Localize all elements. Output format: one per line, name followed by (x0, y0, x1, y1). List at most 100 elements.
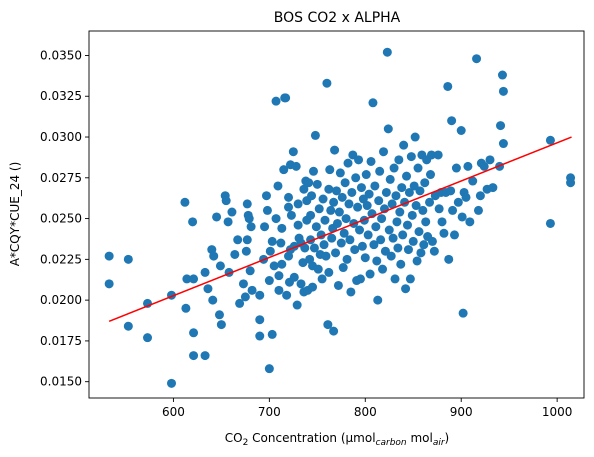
data-point (475, 191, 485, 201)
data-point (446, 186, 456, 196)
data-point (369, 240, 379, 250)
data-point (402, 220, 412, 230)
regression-line (108, 136, 572, 323)
y-tick-label: 0.0300 (40, 130, 82, 144)
data-point (274, 285, 284, 295)
data-point (274, 271, 284, 281)
data-point (235, 298, 245, 308)
data-point (338, 263, 348, 273)
data-point (341, 214, 351, 224)
data-point (327, 233, 337, 243)
data-point (304, 178, 314, 188)
data-point (498, 86, 508, 96)
data-point (403, 245, 413, 255)
data-point (246, 222, 256, 232)
data-point (339, 228, 349, 238)
data-point (255, 290, 265, 300)
data-point (418, 205, 428, 215)
data-point (385, 174, 395, 184)
data-point (468, 176, 478, 186)
fit-layer (108, 136, 572, 323)
data-point (299, 184, 309, 194)
data-point (420, 178, 430, 188)
data-point (426, 150, 436, 160)
data-point (545, 218, 555, 228)
data-point (310, 130, 320, 140)
data-point (261, 191, 271, 201)
data-point (391, 191, 401, 201)
y-tick-label: 0.0200 (40, 293, 82, 307)
data-point (329, 326, 339, 336)
data-point (326, 205, 336, 215)
data-point (419, 240, 429, 250)
data-point (463, 161, 473, 171)
data-point (223, 217, 233, 227)
x-axis-label-middle: Concentration (µmol (248, 431, 375, 445)
y-tick-label: 0.0150 (40, 375, 82, 389)
x-axis-ticks: 600 700 800 900 1000 (162, 398, 572, 419)
data-point (279, 165, 289, 175)
data-point (451, 163, 461, 173)
data-point (264, 276, 274, 286)
data-point (182, 274, 192, 284)
data-point (203, 284, 213, 294)
data-point (379, 147, 389, 157)
data-point (335, 168, 345, 178)
data-point (472, 54, 482, 64)
data-point (392, 217, 402, 227)
data-point (357, 241, 367, 251)
data-point (282, 290, 292, 300)
data-point (412, 256, 422, 266)
data-point (364, 189, 374, 199)
data-point (439, 228, 449, 238)
x-tick-label: 800 (354, 405, 377, 419)
data-point (453, 197, 463, 207)
data-point (321, 251, 331, 261)
data-point (354, 155, 364, 165)
data-point (390, 274, 400, 284)
data-point (406, 152, 416, 162)
data-point (216, 320, 226, 330)
data-point (386, 251, 396, 261)
data-point (319, 240, 329, 250)
data-point (545, 135, 555, 145)
y-tick-label: 0.0175 (40, 334, 82, 348)
data-point (264, 364, 274, 374)
data-point (404, 187, 414, 197)
data-point (317, 274, 327, 284)
x-axis-label-suffix: ) (445, 431, 450, 445)
data-point (458, 308, 468, 318)
data-point (324, 267, 334, 277)
data-point (405, 274, 415, 284)
data-point (401, 284, 411, 294)
data-point (281, 93, 291, 103)
data-point (399, 140, 409, 150)
data-point (293, 220, 303, 230)
data-point (376, 235, 386, 245)
data-point (337, 192, 347, 202)
data-point (245, 266, 255, 276)
data-point (265, 246, 275, 256)
data-point (314, 204, 324, 214)
y-axis-label: A*CQY*CUE_24 () (8, 162, 22, 267)
data-point (189, 328, 199, 338)
chart-title: BOS CO2 x ALPHA (274, 10, 401, 26)
y-tick-label: 0.0350 (40, 48, 82, 62)
data-point (323, 320, 333, 330)
x-axis-label-prefix: CO (225, 431, 243, 445)
data-point (286, 210, 296, 220)
data-point (373, 295, 383, 305)
data-point (284, 202, 294, 212)
data-point (260, 222, 270, 232)
data-point (371, 222, 381, 232)
x-tick-label: 1000 (542, 405, 573, 419)
x-axis-label: CO2 Concentration (µmolcarbon molair) (225, 431, 449, 448)
data-point (473, 205, 483, 215)
data-point (181, 303, 191, 313)
data-point (413, 163, 423, 173)
data-point (397, 183, 407, 193)
data-point (449, 230, 459, 240)
data-point (291, 161, 301, 171)
data-point (271, 96, 281, 106)
